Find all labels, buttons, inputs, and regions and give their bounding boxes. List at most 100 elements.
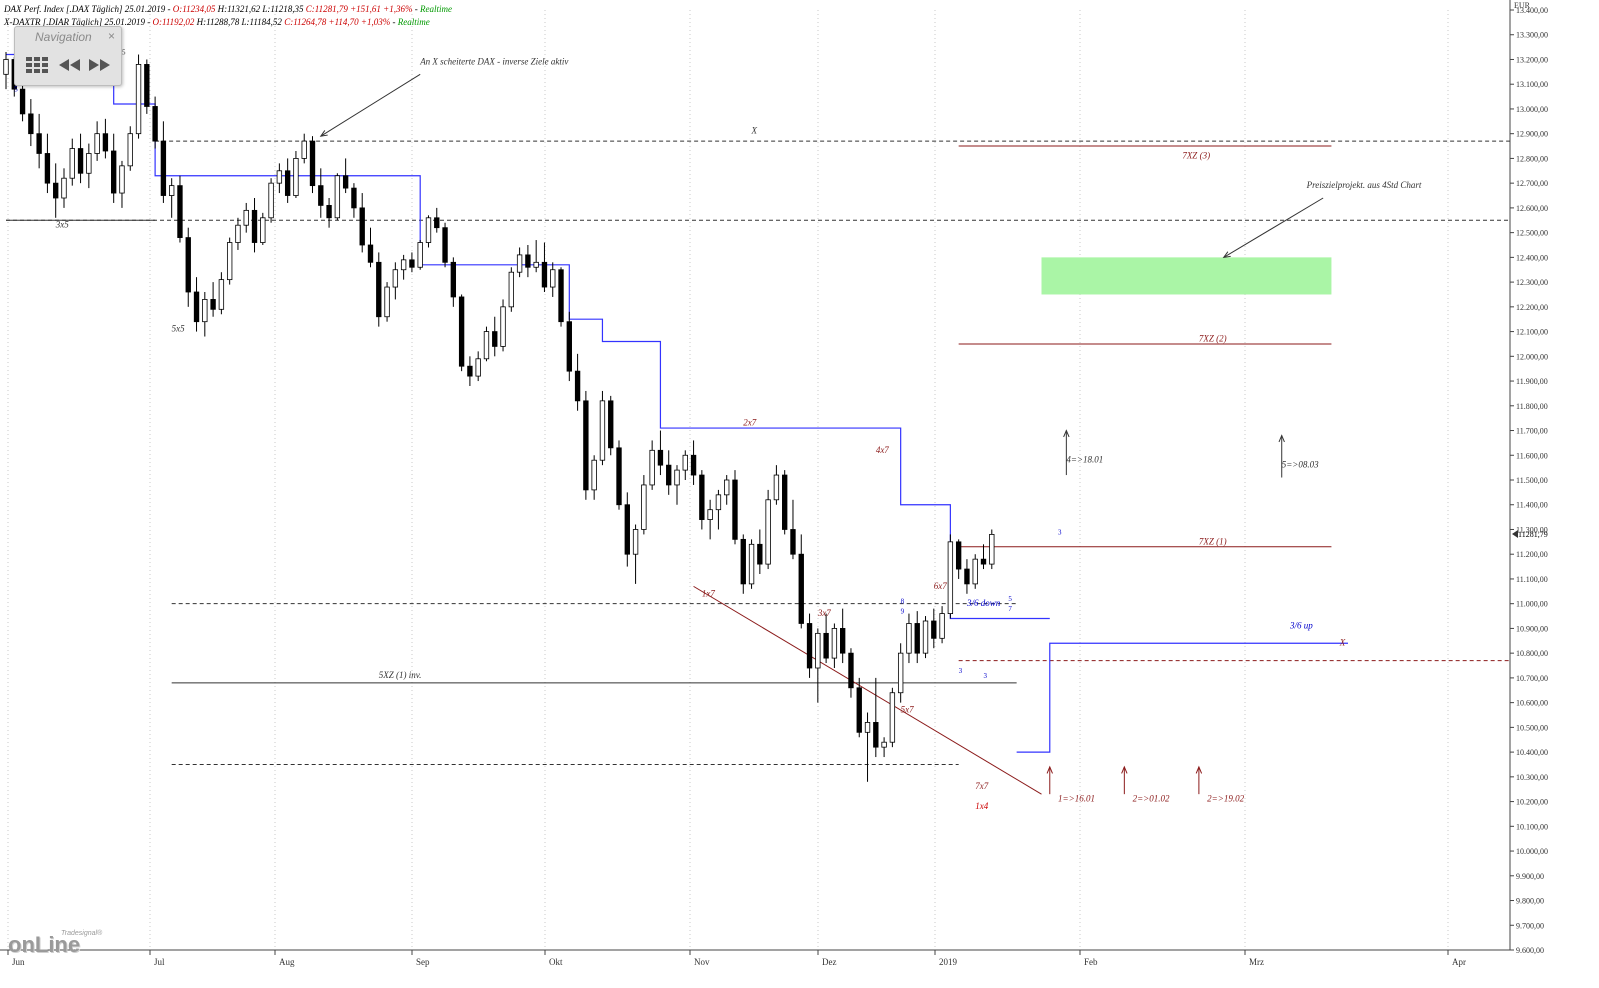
x-tick-label: Sep	[416, 957, 430, 967]
candle-up	[550, 269, 556, 288]
candle-down	[442, 227, 448, 263]
y-tick-label: 11.900,00	[1516, 377, 1548, 386]
candle-down	[309, 140, 316, 187]
y-tick-label: 12.700,00	[1516, 179, 1548, 188]
chart-annotations: An X scheiterte DAX - inverse Ziele akti…	[14, 49, 1422, 811]
candle-down	[840, 628, 846, 654]
fast-forward-icon[interactable]	[88, 55, 112, 75]
rewind-icon[interactable]	[57, 55, 81, 75]
y-tick-label: 10.400,00	[1516, 748, 1548, 757]
candle-down	[367, 244, 374, 263]
count-label: 9	[901, 608, 905, 616]
count-label: 7	[1008, 605, 1012, 613]
annotation-label: 3x7	[817, 608, 831, 618]
annotation-label: 2x7	[743, 418, 756, 428]
arrow-shaft	[1223, 197, 1324, 258]
header-1-status: Realtime	[420, 4, 452, 14]
candle-down	[434, 217, 440, 229]
candle-down	[53, 182, 59, 199]
header-1-close: C:11281,79 +151,61 +1,36%	[305, 4, 413, 14]
trailing-stop-lines	[6, 53, 1348, 753]
candle-up	[715, 494, 722, 511]
candle-up	[674, 469, 680, 486]
y-tick-label: 13.300,00	[1516, 31, 1548, 40]
candle-down	[574, 370, 581, 402]
candle-up	[989, 534, 995, 565]
navigation-panel[interactable]: Navigation ×	[14, 26, 122, 86]
candle-down	[666, 464, 672, 486]
close-icon[interactable]: ×	[107, 29, 115, 43]
arrow-head	[1222, 251, 1231, 259]
candle-up	[922, 620, 929, 654]
y-tick-label: 12.400,00	[1516, 253, 1548, 262]
candle-down	[616, 447, 622, 506]
x-tick-label: Jun	[12, 957, 25, 967]
candle-up	[483, 331, 490, 360]
y-tick-label: 10.800,00	[1516, 649, 1548, 658]
header-2-status: Realtime	[397, 17, 430, 27]
candle-up	[384, 286, 390, 318]
y-tick-label: 12.000,00	[1516, 352, 1548, 361]
candle-down	[566, 321, 572, 372]
candle-down	[525, 254, 531, 268]
arrow-head	[1046, 765, 1053, 774]
annotation-label: 7XZ (2)	[1199, 333, 1227, 343]
candle-down	[964, 568, 970, 585]
candle-down	[608, 400, 614, 449]
y-tick-label: 9.800,00	[1516, 897, 1544, 906]
candle-up	[773, 474, 780, 501]
y-tick-label: 10.100,00	[1516, 822, 1548, 831]
candle-down	[740, 538, 746, 585]
candle-down	[757, 543, 763, 565]
grid-icon[interactable]	[25, 55, 49, 75]
annotation-label: 7XZ (3)	[1182, 150, 1210, 160]
y-tick-label: 9.900,00	[1516, 872, 1544, 881]
y-tick-label: 11.100,00	[1516, 575, 1548, 584]
header-2-open: O:11192,02	[152, 17, 195, 27]
candle-up	[127, 133, 133, 167]
x-tick-label: Jul	[154, 957, 165, 967]
y-tick-label: 11.000,00	[1516, 600, 1548, 609]
candle-up	[260, 217, 266, 243]
candle-up	[202, 299, 208, 323]
annotation-label: 6x7	[934, 581, 947, 591]
x-tick-label: Okt	[549, 957, 563, 967]
candle-down	[342, 175, 349, 189]
y-tick-label: 12.500,00	[1516, 229, 1548, 238]
y-axis: EUR 9.600,00 9.700,00 9.800,00 9.900,00 10.00…	[1510, 1, 1548, 955]
candle-down	[798, 553, 804, 624]
candle-down	[44, 153, 51, 184]
candle-up	[268, 182, 274, 219]
annotation-label: 1=>16.01	[1058, 794, 1095, 804]
arrow-head	[1121, 765, 1128, 774]
arrow-head	[1195, 765, 1203, 774]
candle-down	[955, 541, 962, 570]
candle-down	[914, 623, 920, 654]
candle-down	[160, 140, 167, 196]
annotation-label: 3x5	[55, 220, 69, 230]
candle-down	[931, 620, 937, 639]
candle-down	[980, 558, 987, 565]
candle-up	[69, 148, 75, 179]
y-tick-label: 11.700,00	[1516, 427, 1548, 436]
x-tick-label: Apr	[1452, 957, 1466, 967]
candle-up	[765, 499, 771, 565]
y-tick-label: 11.800,00	[1516, 402, 1548, 411]
y-tick-label: 10.300,00	[1516, 773, 1548, 782]
annotation-arrows	[319, 73, 1324, 795]
candle-down	[152, 106, 158, 142]
header-2-name: X-DAXTR [.DIAR Täglich] 25.01.2019	[4, 17, 145, 27]
y-tick-label: 11.500,00	[1516, 476, 1548, 485]
candle-up	[119, 165, 125, 194]
candle-down	[19, 88, 26, 115]
candle-up	[276, 170, 283, 184]
annotation-label: 5x7	[901, 705, 914, 715]
count-label: 5	[122, 49, 126, 57]
y-tick-label: 13.200,00	[1516, 55, 1548, 64]
candle-down	[624, 504, 630, 555]
candle-up	[169, 185, 175, 196]
y-tick-label: 10.000,00	[1516, 847, 1548, 856]
candle-up	[218, 279, 225, 310]
candle-up	[831, 628, 838, 659]
